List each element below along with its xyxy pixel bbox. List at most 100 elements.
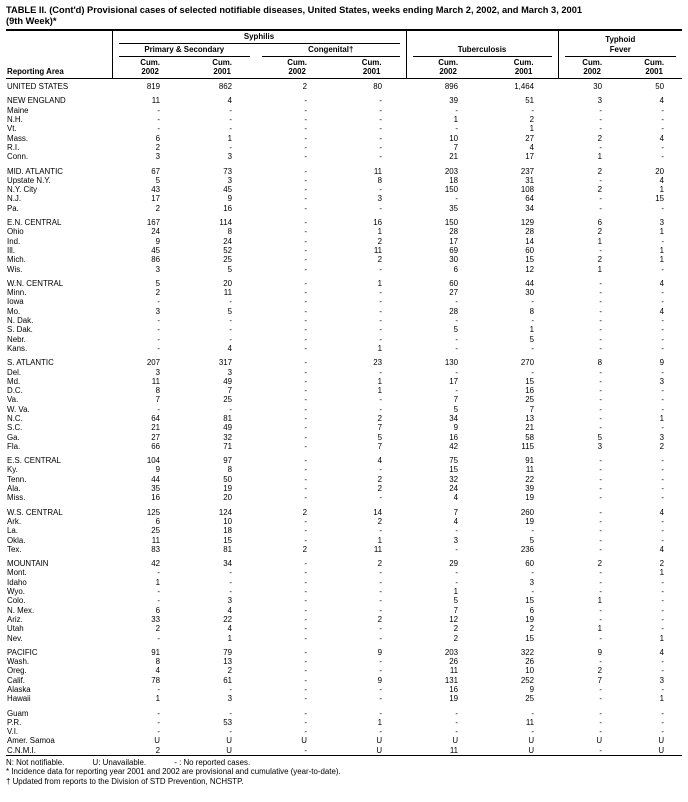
value-cell: 3 bbox=[597, 96, 603, 106]
table-row: Oreg. 4 2 - - 11 10 2 - bbox=[6, 666, 682, 675]
value-cell: - bbox=[455, 708, 459, 718]
value-cell: - bbox=[304, 559, 307, 569]
value-cell: - bbox=[304, 325, 307, 335]
value-cell: - bbox=[379, 297, 383, 307]
value-cell: 8 bbox=[155, 657, 160, 667]
value-cell: 19 bbox=[525, 516, 535, 526]
table-row: Tex. 83 81 2 11 - 236 - 4 bbox=[6, 545, 682, 554]
table-row: Minn. 2 11 - - 27 30 - - bbox=[6, 288, 682, 297]
value-cell: 8 bbox=[377, 175, 383, 185]
reporting-area-cell: Wis. bbox=[7, 264, 23, 274]
value-cell: 81 bbox=[223, 544, 232, 554]
value-cell: - bbox=[379, 306, 383, 316]
header-row-subgroups: Primary & Secondary Congenital† Tubercul… bbox=[6, 43, 683, 57]
value-cell: - bbox=[661, 404, 665, 414]
value-cell: 1 bbox=[453, 587, 459, 597]
value-cell: - bbox=[379, 334, 383, 344]
value-cell: - bbox=[304, 577, 307, 587]
reporting-area-cell: Ariz. bbox=[7, 614, 23, 624]
syphilis-label: Syphilis bbox=[118, 31, 400, 44]
value-cell: 2 bbox=[155, 624, 160, 634]
value-cell: - bbox=[599, 614, 603, 624]
value-cell: 2 bbox=[597, 166, 603, 176]
value-cell: 51 bbox=[525, 96, 535, 106]
value-cell: 2 bbox=[155, 745, 160, 755]
value-cell: - bbox=[599, 124, 603, 134]
value-cell: 78 bbox=[151, 675, 160, 685]
value-cell: 5 bbox=[377, 432, 383, 442]
header-row-groups-top: Reporting Area Syphilis Typhoid bbox=[6, 29, 683, 80]
table-row: D.C. 8 7 - 1 - 16 - - bbox=[6, 386, 682, 395]
value-cell: 9 bbox=[659, 358, 665, 368]
value-cell: - bbox=[599, 278, 603, 288]
value-cell: 1 bbox=[597, 596, 603, 606]
value-cell: 8 bbox=[227, 465, 232, 475]
table-row: Pa. 2 16 - - 35 34 - - bbox=[6, 204, 682, 213]
value-cell: - bbox=[455, 577, 459, 587]
reporting-area-cell: N.H. bbox=[7, 115, 23, 125]
value-cell: - bbox=[455, 367, 459, 377]
reporting-area-cell: Mo. bbox=[7, 306, 21, 316]
reporting-area-cell: R.I. bbox=[7, 142, 20, 152]
value-cell: - bbox=[304, 493, 307, 503]
value-cell: - bbox=[661, 657, 665, 667]
value-cell: 4 bbox=[659, 278, 665, 288]
value-cell: - bbox=[599, 727, 603, 737]
reporting-area-cell: Vt. bbox=[7, 124, 17, 134]
value-cell: - bbox=[379, 288, 383, 298]
value-cell: U bbox=[528, 736, 535, 746]
value-cell: - bbox=[379, 605, 383, 615]
value-cell: 19 bbox=[525, 614, 535, 624]
value-cell: - bbox=[229, 568, 232, 578]
reporting-area-cell: Alaska bbox=[7, 685, 31, 694]
value-cell: - bbox=[229, 142, 232, 152]
value-cell: 64 bbox=[525, 194, 535, 204]
value-cell: 2 bbox=[155, 142, 160, 152]
value-cell: - bbox=[599, 245, 603, 255]
value-cell: - bbox=[661, 596, 665, 606]
value-cell: - bbox=[304, 194, 307, 204]
value-cell: 16 bbox=[373, 218, 383, 228]
value-cell: - bbox=[157, 343, 160, 353]
value-cell: 7 bbox=[377, 423, 383, 433]
reporting-area-cell: Amer. Samoa bbox=[7, 736, 55, 746]
value-cell: 35 bbox=[151, 484, 160, 494]
value-cell: 19 bbox=[525, 493, 535, 503]
value-cell: - bbox=[304, 255, 307, 265]
value-cell: 6 bbox=[597, 218, 603, 228]
legend-unavailable: U: Unavailable. bbox=[92, 758, 147, 768]
table-row: Vt. - - - - - 1 - - bbox=[6, 124, 682, 133]
value-cell: 1 bbox=[155, 694, 160, 704]
value-cell: - bbox=[304, 105, 307, 115]
reporting-area-cell: Mass. bbox=[7, 133, 29, 143]
value-cell: - bbox=[379, 142, 383, 152]
table-row: Fla. 66 71 - 7 42 115 3 2 bbox=[6, 442, 682, 451]
value-cell: - bbox=[304, 456, 307, 466]
reporting-area-cell: Maine bbox=[7, 105, 29, 115]
value-cell: 1 bbox=[155, 577, 160, 587]
value-cell: - bbox=[304, 624, 307, 634]
value-cell: - bbox=[599, 657, 603, 667]
value-cell: 45 bbox=[223, 185, 232, 195]
value-cell: 1 bbox=[659, 245, 665, 255]
value-cell: 7 bbox=[453, 507, 459, 517]
tuberculosis-group: Tuberculosis bbox=[405, 43, 559, 57]
value-cell: - bbox=[304, 367, 307, 377]
value-cell: - bbox=[661, 395, 665, 405]
value-cell: 9 bbox=[597, 647, 603, 657]
reporting-area-cell: MID. ATLANTIC bbox=[7, 166, 63, 176]
value-cell: 14 bbox=[373, 507, 383, 517]
value-cell: 819 bbox=[146, 82, 160, 92]
value-cell: 1 bbox=[377, 535, 383, 545]
value-cell: 49 bbox=[223, 376, 232, 386]
value-cell: 7 bbox=[453, 395, 459, 405]
value-cell: 3 bbox=[377, 194, 383, 204]
value-cell: - bbox=[304, 423, 307, 433]
tuberculosis-label: Tuberculosis bbox=[412, 44, 552, 57]
value-cell: - bbox=[157, 325, 160, 335]
value-cell: 2 bbox=[302, 82, 307, 92]
value-cell: 24 bbox=[151, 227, 160, 237]
value-cell: - bbox=[455, 194, 459, 204]
value-cell: - bbox=[379, 404, 383, 414]
reporting-area-cell: Del. bbox=[7, 367, 22, 377]
